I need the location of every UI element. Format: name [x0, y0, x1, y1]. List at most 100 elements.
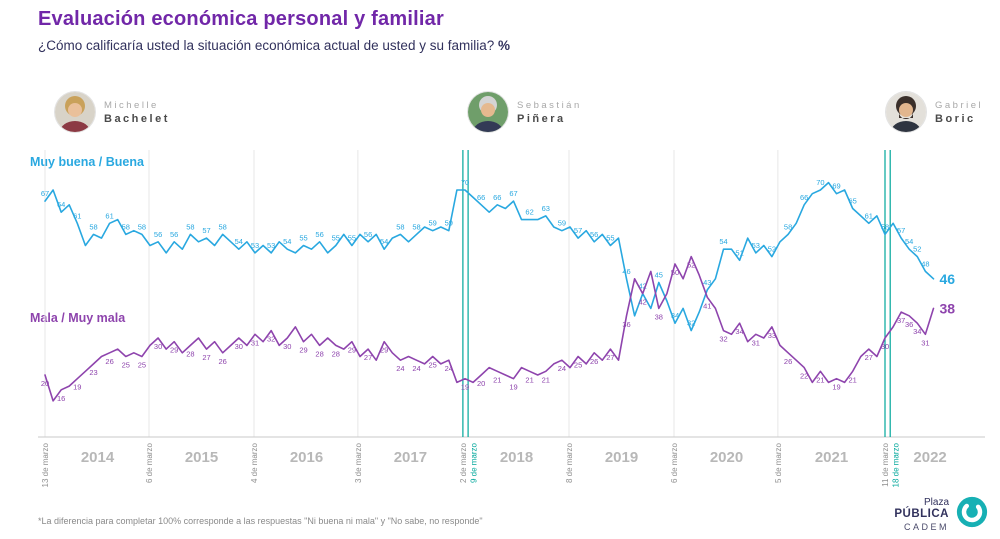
series-label-mala-muy-mala: Mala / Muy mala: [30, 311, 126, 325]
avatar-bachelet-photo: [55, 92, 95, 132]
point-label: 57: [574, 226, 582, 235]
latest-value-label: 46: [940, 271, 956, 287]
point-label: 66: [477, 193, 485, 202]
date-tick-label: 6 de marzo: [145, 442, 154, 483]
point-label: 29: [380, 346, 388, 355]
point-label: 66: [493, 193, 501, 202]
point-label: 41: [703, 301, 711, 310]
president-name: Gabriel Boric: [935, 100, 983, 125]
survey-question: ¿Cómo calificaría usted la situación eco…: [38, 38, 510, 53]
point-label: 30: [235, 342, 243, 351]
point-label: 19: [832, 383, 840, 392]
point-label: 61: [865, 211, 873, 220]
point-label: 42: [639, 282, 647, 291]
point-label: 16: [57, 394, 65, 403]
point-label: 62: [525, 208, 533, 217]
point-label: 32: [267, 335, 275, 344]
president-bachelet: Michelle Bachelet: [55, 92, 170, 132]
point-label: 52: [913, 245, 921, 254]
point-label: 51: [735, 248, 743, 257]
point-label: 58: [122, 222, 130, 231]
point-label: 61: [105, 211, 113, 220]
point-label: 56: [590, 230, 598, 239]
date-tick-label: 4 de marzo: [250, 442, 259, 483]
point-label: 29: [170, 346, 178, 355]
date-tick-label: 8 de marzo: [565, 442, 574, 483]
point-label: 24: [412, 364, 420, 373]
point-label: 38: [655, 312, 663, 321]
logo-line-cadem: CADEM: [903, 521, 949, 532]
point-label: 65: [849, 197, 857, 206]
point-label: 28: [186, 349, 194, 358]
point-label: 55: [332, 234, 340, 243]
cadem-logo: Plaza PÚBLICA CADEM: [894, 496, 988, 533]
date-tick-label: 2 de marzo: [459, 442, 468, 483]
series-line: [44, 255, 935, 402]
point-label: 21: [525, 375, 533, 384]
point-label: 25: [429, 361, 437, 370]
point-label: 34: [735, 327, 743, 336]
point-label: 69: [832, 182, 840, 191]
pinera-portrait-icon: [468, 92, 508, 132]
year-label: 2019: [605, 449, 638, 466]
point-label: 28: [315, 349, 323, 358]
point-label: 21: [816, 375, 824, 384]
president-name: Sebastián Piñera: [517, 100, 582, 125]
point-label: 29: [299, 346, 307, 355]
year-label: 2015: [185, 449, 218, 466]
date-tick-label: 11 de marzo: [881, 442, 890, 486]
president-first-name: Gabriel: [935, 99, 984, 111]
point-label: 58: [396, 222, 404, 231]
point-label: 22: [800, 372, 808, 381]
series-label-muy-buena-buena: Muy buena / Buena: [30, 155, 144, 169]
point-label: 36: [622, 320, 630, 329]
survey-question-text: ¿Cómo calificaría usted la situación eco…: [38, 38, 498, 53]
point-label: 53: [267, 241, 275, 250]
president-last-name: Boric: [935, 112, 976, 125]
point-label: 43: [703, 278, 711, 287]
point-label: 46: [622, 267, 630, 276]
point-label: 56: [315, 230, 323, 239]
point-label: 20: [41, 379, 49, 388]
point-label: 58: [89, 222, 97, 231]
point-label: 19: [461, 383, 469, 392]
point-label: 70: [461, 178, 469, 187]
boric-portrait-icon: [886, 92, 926, 132]
series-line: [44, 181, 935, 332]
year-label: 2014: [81, 449, 115, 466]
point-label: 24: [445, 364, 453, 373]
point-label: 27: [606, 353, 614, 362]
point-label: 20: [477, 379, 485, 388]
point-label: 54: [719, 237, 727, 246]
point-label: 32: [719, 335, 727, 344]
bachelet-portrait-icon: [55, 92, 95, 132]
point-label: 26: [219, 357, 227, 366]
point-label: 54: [235, 237, 243, 246]
date-tick-label: 18 de marzo: [892, 442, 901, 487]
point-label: 30: [283, 342, 291, 351]
point-label: 52: [687, 261, 695, 270]
point-label: 25: [138, 361, 146, 370]
point-label: 53: [752, 241, 760, 250]
point-label: 54: [283, 237, 291, 246]
year-label: 2022: [913, 449, 946, 466]
point-label: 52: [768, 245, 776, 254]
footnote: *La diferencia para completar 100% corre…: [38, 516, 483, 526]
point-label: 21: [542, 375, 550, 384]
point-label: 31: [921, 338, 929, 347]
point-label: 37: [897, 316, 905, 325]
point-label: 21: [849, 375, 857, 384]
point-label: 59: [445, 219, 453, 228]
point-label: 31: [752, 338, 760, 347]
point-label: 58: [412, 222, 420, 231]
point-label: 45: [655, 271, 663, 280]
date-tick-label: 6 de marzo: [670, 442, 679, 483]
point-label: 24: [396, 364, 404, 373]
point-label: 34: [913, 327, 921, 336]
point-label: 30: [154, 342, 162, 351]
point-label: 58: [784, 222, 792, 231]
date-tick-label: 13 de marzo: [41, 442, 50, 487]
point-label: 21: [493, 375, 501, 384]
